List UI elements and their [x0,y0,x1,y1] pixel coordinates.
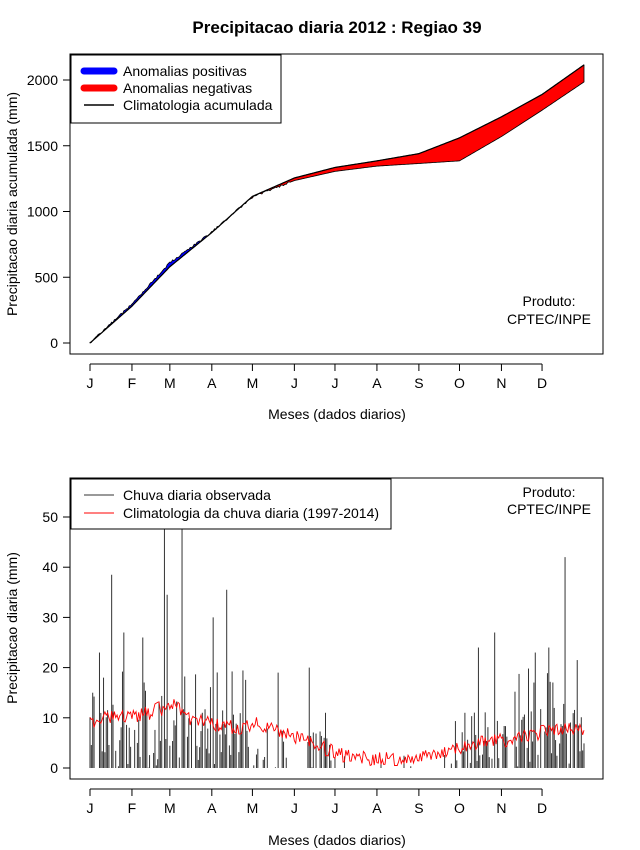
cumulative-x-tick-label: N [496,375,506,391]
daily-y-axis: 0 10 20 30 40 50 [42,509,71,776]
cumulative-x-tick-label: F [128,375,137,391]
daily-x-tick-label: A [207,800,217,816]
legend-positive-label: Anomalias positivas [123,63,247,79]
daily-x-tick-label: N [496,800,506,816]
cumulative-y-axis: 0 500 1000 1500 2000 [27,72,71,351]
legend-negative-label: Anomalias negativas [123,80,252,96]
chart-title: Precipitacao diaria 2012 : Regiao 39 [192,18,481,37]
daily-y-tick-label: 0 [50,760,58,776]
cumulative-x-tick-label: J [291,375,298,391]
daily-x-label: Meses (dados diarios) [268,832,406,848]
credit-bottom-line2: CPTEC/INPE [507,501,591,517]
cumulative-x-tick-label: M [247,375,259,391]
daily-x-tick-label: J [331,800,338,816]
cumulative-x-tick-label: A [207,375,217,391]
daily-x-tick-label: D [537,800,547,816]
legend-climatology-label: Climatologia acumulada [123,97,273,113]
daily-y-tick-label: 40 [42,559,58,575]
credit-top-line2: CPTEC/INPE [507,311,591,327]
cumulative-y-tick-label: 2000 [27,72,58,88]
daily-legend: Chuva diaria observada Climatologia da c… [70,478,392,530]
cumulative-x-tick-label: O [454,375,465,391]
daily-x-tick-label: A [372,800,382,816]
cumulative-y-tick-label: 0 [50,335,58,351]
cumulative-y-tick-label: 1000 [27,204,58,220]
negative-anomaly-area [239,64,585,208]
cumulative-panel: 0 500 1000 1500 2000 J F M A M J J A S O N D Meses (dad… [4,53,604,422]
daily-x-tick-label: O [454,800,465,816]
daily-x-tick-label: F [128,800,137,816]
daily-x-tick-label: S [414,800,423,816]
daily-x-tick-label: J [291,800,298,816]
cumulative-x-tick-label: A [372,375,382,391]
cumulative-x-tick-label: J [331,375,338,391]
legend-observed-label: Chuva diaria observada [123,487,271,503]
cumulative-y-tick-label: 500 [35,269,59,285]
cumulative-x-tick-label: S [414,375,423,391]
daily-y-tick-label: 10 [42,710,58,726]
cumulative-x-tick-label: D [537,375,547,391]
credit-top-line1: Produto: [523,293,576,309]
cumulative-x-label: Meses (dados diarios) [268,406,406,422]
cumulative-y-tick-label: 1500 [27,138,58,154]
daily-y-label: Precipitacao diaria (mm) [4,552,20,704]
climatology-daily-line [89,699,585,767]
daily-x-tick-label: M [247,800,259,816]
daily-legend-box [70,478,392,530]
daily-y-tick-label: 50 [42,509,58,525]
cumulative-x-tick-label: J [87,375,94,391]
daily-panel: 0 10 20 30 40 50 J F M A M J J A S O N D Meses (dados di… [4,477,604,848]
daily-x-tick-label: J [87,800,94,816]
daily-y-tick-label: 20 [42,660,58,676]
cumulative-x-tick-label: M [164,375,176,391]
credit-bottom-line1: Produto: [523,484,576,500]
legend-clim-daily-label: Climatologia da chuva diaria (1997-2014) [123,505,379,521]
climatology-cumulative-line [89,64,585,344]
cumulative-legend: Anomalias positivas Anomalias negativas … [70,54,282,124]
cumulative-y-label: Precipitacao diaria acumulada (mm) [4,92,20,316]
daily-x-tick-label: M [164,800,176,816]
daily-y-tick-label: 30 [42,609,58,625]
